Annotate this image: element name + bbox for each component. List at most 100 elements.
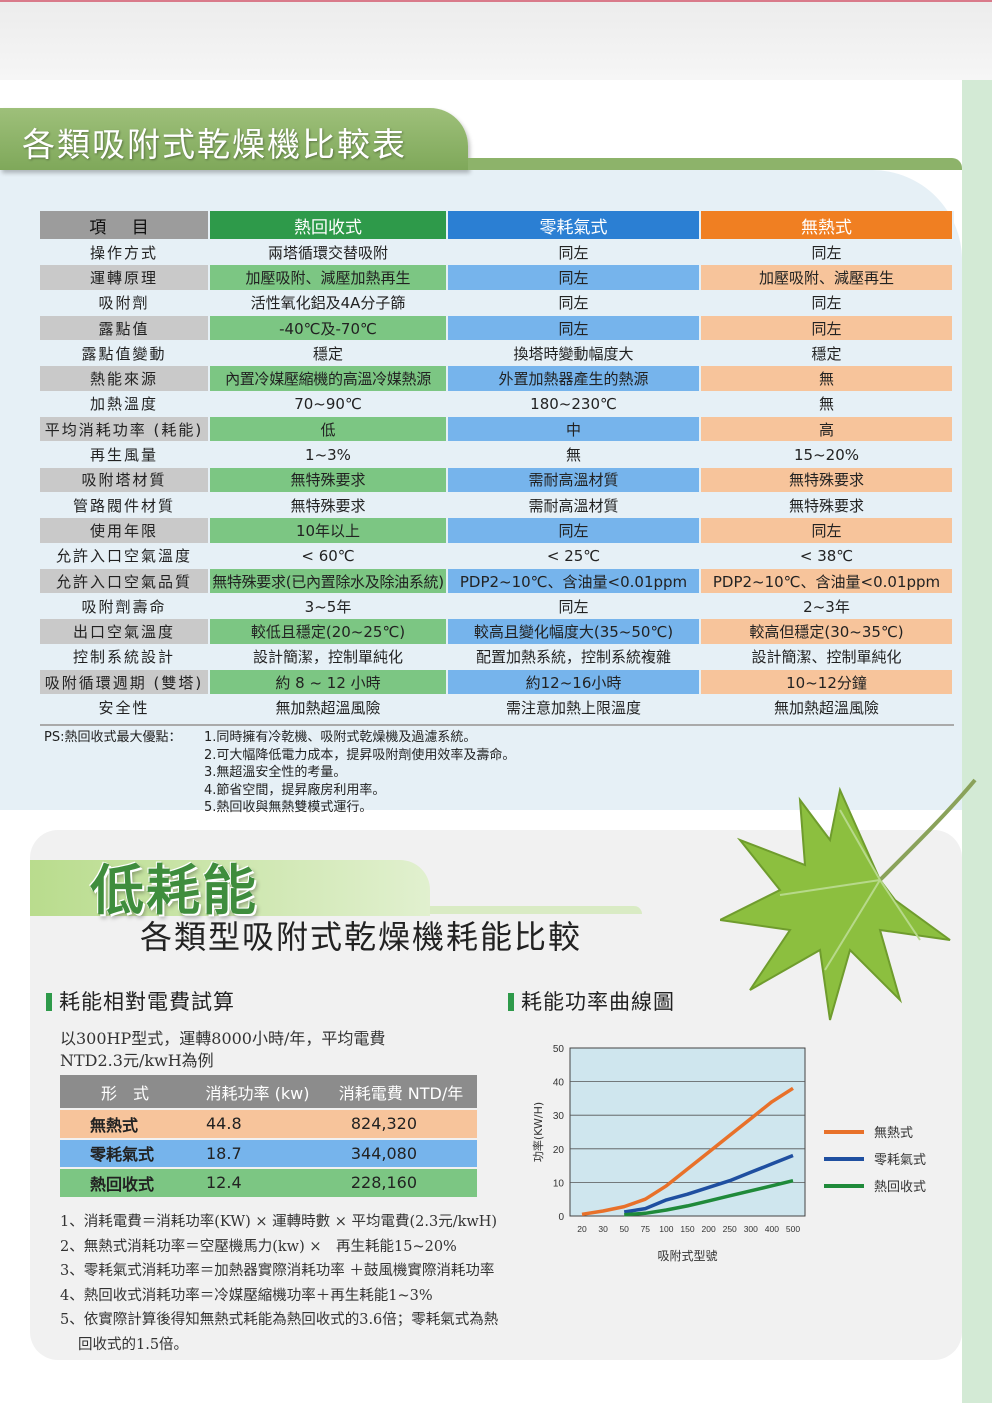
comparison-table: 項 目 熱回收式 零耗氣式 無熱式 操作方式 兩塔循環交替吸附 同左 同左 運轉原理 加壓…: [40, 211, 954, 720]
cell-value: 1~3%: [210, 441, 448, 467]
cell-value: 2~3年: [701, 593, 954, 619]
table-row: 吸附劑壽命 3~5年 同左 2~3年: [40, 593, 954, 619]
cell-value: 無特殊要求(已內置除水及除油系統): [210, 567, 448, 594]
legend-label: 無熱式: [874, 1126, 913, 1141]
row-label: 允許入口空氣品質: [40, 567, 210, 594]
right-side-band: [962, 80, 992, 1403]
cost-table-header: 形 式 消耗功率 (kw) 消耗電費 NTD/年: [60, 1075, 477, 1110]
row-label: 吸附劑: [40, 289, 210, 315]
cell-value: 同左: [701, 314, 954, 341]
table-row: 管路閥件材質 無特殊要求 需耐高溫材質 無特殊要求: [40, 491, 954, 518]
plot-area: [569, 1047, 806, 1217]
x-axis-label: 吸附式型號: [657, 1249, 717, 1263]
cell-value: 內置冷媒壓縮機的高溫冷媒熱源: [210, 365, 448, 391]
ps-item: 1.同時擁有冷乾機、吸附式乾燥機及過濾系統。: [204, 730, 477, 745]
table-row: 允許入口空氣品質 無特殊要求(已內置除水及除油系統) PDP2~10℃、含油量<0.…: [40, 567, 954, 594]
cell-value: 同左: [701, 517, 954, 543]
cell-value: 中: [448, 416, 701, 442]
note-item: 5、依實際計算後得知無熱式耗能為熱回收式的3.6倍；零耗氣式為熱: [60, 1312, 499, 1328]
row-label: 露點值: [40, 314, 210, 341]
curve-heading: 耗能功率曲線圖: [508, 986, 675, 1016]
cell-value: 180~230℃: [448, 390, 701, 417]
cell-value: 加壓吸附、減壓加熱再生: [210, 264, 448, 290]
row-label: 操作方式: [40, 239, 210, 265]
heading-bar-icon: [46, 993, 52, 1011]
cell-value: 同左: [448, 593, 701, 619]
cell-value: 約12~16小時: [448, 669, 701, 695]
cell-value: < 60℃: [210, 542, 448, 568]
cell-value: 無特殊要求: [701, 491, 954, 518]
cell-value: 較高但穩定(30~35℃): [701, 618, 954, 644]
low-energy-banner: 低耗能: [90, 859, 258, 922]
series-line-2: [624, 1178, 794, 1217]
x-tick-label: 250: [723, 1224, 737, 1234]
low-energy-banner-band: [30, 860, 430, 916]
table-row: 操作方式 兩塔循環交替吸附 同左 同左: [40, 239, 954, 265]
row-label: 吸附循環週期 (雙塔): [40, 669, 210, 695]
cell-value: 較高且變化幅度大(35~50℃): [448, 618, 701, 644]
row-label: 出口空氣溫度: [40, 618, 210, 644]
cell-value: 15~20%: [701, 441, 954, 467]
header-zero-purge: 零耗氣式: [448, 211, 701, 239]
cell-value: 同左: [448, 264, 701, 290]
table-row: 安全性 無加熱超溫風險 需注意加熱上限溫度 無加熱超溫風險: [40, 694, 954, 720]
cell-value: 同左: [701, 239, 954, 265]
table-row: 露點值變動 穩定 換塔時變動幅度大 穩定: [40, 340, 954, 366]
table-row: 出口空氣溫度 較低且穩定(20~25℃) 較高且變化幅度大(35~50℃) 較高但穩定…: [40, 618, 954, 644]
x-tick-label: 100: [659, 1224, 673, 1234]
power-curve-chart: 0 10 20 30 40 50 20 30 50 75 100 150 200 250 300 400 500…: [531, 1044, 926, 1263]
cell-value: 較低且穩定(20~25℃): [210, 618, 448, 644]
cell-value: 無特殊要求: [210, 491, 448, 518]
x-tick-label: 300: [744, 1224, 758, 1234]
y-tick-label: 10: [553, 1178, 565, 1189]
comparison-table-body: 操作方式 兩塔循環交替吸附 同左 同左 運轉原理 加壓吸附、減壓加熱再生 同左 加壓吸附、減壓…: [40, 239, 954, 720]
table-row: 平均消耗功率 (耗能) 低中高: [40, 416, 954, 442]
x-tick-label: 500: [786, 1224, 800, 1234]
row-label: 管路閥件材質: [40, 491, 210, 518]
x-tick-label: 75: [641, 1224, 651, 1234]
cell-value: 兩塔循環交替吸附: [210, 239, 448, 265]
cell-value: 無: [701, 365, 954, 391]
cell-value: 穩定: [210, 340, 448, 366]
cell-value: 低: [210, 416, 448, 442]
cell-value: PDP2~10℃、含油量<0.01ppm: [448, 567, 701, 594]
section-title-underline: [468, 158, 962, 170]
note-item: 2、無熱式消耗功率＝空壓機馬力(kw) × 再生耗能15~20%: [60, 1238, 457, 1255]
row-label: 熱能來源: [40, 365, 210, 391]
x-tick-label: 20: [577, 1224, 587, 1234]
table-row: 允許入口空氣溫度 < 60℃ < 25℃ < 38℃: [40, 542, 954, 568]
row-label: 再生風量: [40, 441, 210, 467]
y-tick-label: 50: [553, 1044, 565, 1055]
table-row: 熱能來源 內置冷媒壓縮機的高溫冷媒熱源 外置加熱器產生的熱源無: [40, 365, 954, 391]
y-tick-label: 0: [558, 1212, 564, 1223]
row-label: 運轉原理: [40, 264, 210, 290]
comparison-table-header: 項 目 熱回收式 零耗氣式 無熱式: [40, 211, 954, 239]
x-tick-label: 150: [680, 1224, 694, 1234]
row-label: 平均消耗功率 (耗能): [40, 416, 210, 442]
table-row: 吸附循環週期 (雙塔) 約 8 ~ 12 小時 約12~16小時 10~12分鐘: [40, 669, 954, 695]
cell-value: 高: [701, 416, 954, 442]
x-tick-label: 200: [702, 1224, 716, 1234]
table-row: 無熱式 44.8 824,320: [60, 1109, 477, 1140]
table-row: 露點值 -40℃及-70℃ 同左 同左: [40, 314, 954, 341]
cell-value: < 25℃: [448, 542, 701, 568]
y-axis-label: 功率(KW/H): [531, 1102, 545, 1162]
heading-bar-icon: [508, 993, 514, 1011]
row-label: 安全性: [40, 694, 210, 720]
series-line-1: [623, 1153, 794, 1214]
cell-value: < 38℃: [701, 542, 954, 568]
cost-heading: 耗能相對電費試算: [46, 986, 235, 1016]
note-item: 4、熱回收式消耗功率＝冷媒壓縮機功率＋再生耗能1~3%: [60, 1287, 433, 1304]
top-band: [0, 0, 992, 80]
cell-value: 設計簡潔，控制單純化: [210, 643, 448, 670]
legend-label: 熱回收式: [874, 1180, 926, 1195]
cost-header-type: 形 式: [60, 1075, 190, 1110]
comparison-title: 各類吸附式乾燥機比較表: [22, 125, 407, 164]
series-line-0: [581, 1086, 794, 1217]
row-label: 加熱溫度: [40, 390, 210, 417]
row-label: 控制系統設計: [40, 643, 210, 670]
cell-value: 同左: [448, 517, 701, 543]
note-item: 1、消耗電費＝消耗功率(KW) × 運轉時數 × 平均電費(2.3元/kwH): [60, 1214, 498, 1230]
cell-value: 無加熱超溫風險: [210, 694, 448, 720]
y-tick-label: 40: [553, 1078, 565, 1089]
